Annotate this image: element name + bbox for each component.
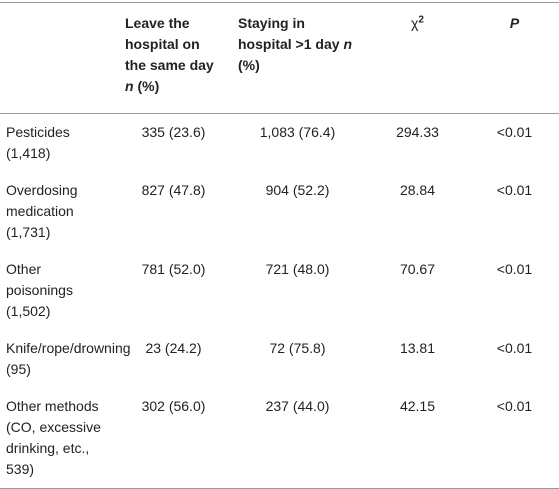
table-cell: 721 (48.0) [265, 261, 330, 277]
table-row: Pesticides (1,418) 335 (23.6) 1,083 (76.4)… [0, 114, 559, 173]
header-cell: χ2 [365, 2, 470, 114]
table-cell: <0.01 [496, 261, 533, 277]
table-cell: 70.67 [399, 261, 436, 277]
table-row: Other methods (CO, excessive drinking, e… [0, 388, 559, 489]
table-cell: 827 (47.8) [141, 182, 206, 198]
header-text: n [343, 36, 352, 52]
table-cell: 13.81 [399, 340, 436, 356]
table-cell: 42.15 [365, 388, 470, 489]
row-label: Pesticides (1,418) [6, 124, 70, 161]
header-text: Staying in hospital >1 day [238, 15, 344, 52]
table-cell: 294.33 [396, 124, 439, 140]
table-cell: 1,083 (76.4) [259, 124, 336, 140]
table-cell: <0.01 [496, 182, 533, 198]
header-text: n [125, 78, 134, 94]
table-cell: 781 (52.0) [141, 261, 206, 277]
table-cell: 302 (56.0) [117, 388, 230, 489]
row-label: Knife/rope/drowning (95) [6, 340, 131, 377]
table-cell: 28.84 [399, 182, 436, 198]
header-cell [0, 2, 117, 114]
row-label: Other poisonings (1,502) [6, 261, 73, 319]
table-row: Other poisonings (1,502) 781 (52.0) 721 (4… [0, 251, 559, 330]
header-cell: P [470, 2, 559, 114]
table-body: Pesticides (1,418) 335 (23.6) 1,083 (76.4)… [0, 114, 559, 489]
header-text: (%) [238, 57, 260, 73]
table-cell: 23 (24.2) [145, 340, 202, 356]
header-text: χ [411, 15, 419, 31]
header-text: Leave the hospital on the same day [125, 15, 214, 73]
row-label: Other methods (CO, excessive drinking, e… [0, 388, 117, 489]
header-cell: Leave the hospital on the same day n (%) [117, 2, 230, 114]
header-cell: Staying in hospital >1 day n (%) [230, 2, 365, 114]
header-text: P [509, 15, 520, 31]
row-label: Overdosing medication (1,731) [6, 182, 78, 240]
table-cell: 904 (52.2) [265, 182, 330, 198]
table-cell: 335 (23.6) [141, 124, 206, 140]
table-cell: 72 (75.8) [269, 340, 326, 356]
header-sup: 2 [418, 14, 424, 26]
table-row: Overdosing medication (1,731) 827 (47.8) 9… [0, 172, 559, 251]
table-cell: <0.01 [470, 388, 559, 489]
table-cell: 237 (44.0) [230, 388, 365, 489]
table-row: Knife/rope/drowning (95) 23 (24.2) 72 (75.… [0, 330, 559, 388]
header-row: Leave the hospital on the same day n (%)… [0, 2, 559, 114]
header-text: (%) [133, 78, 160, 94]
table-cell: <0.01 [496, 340, 533, 356]
table-cell: <0.01 [496, 124, 533, 140]
